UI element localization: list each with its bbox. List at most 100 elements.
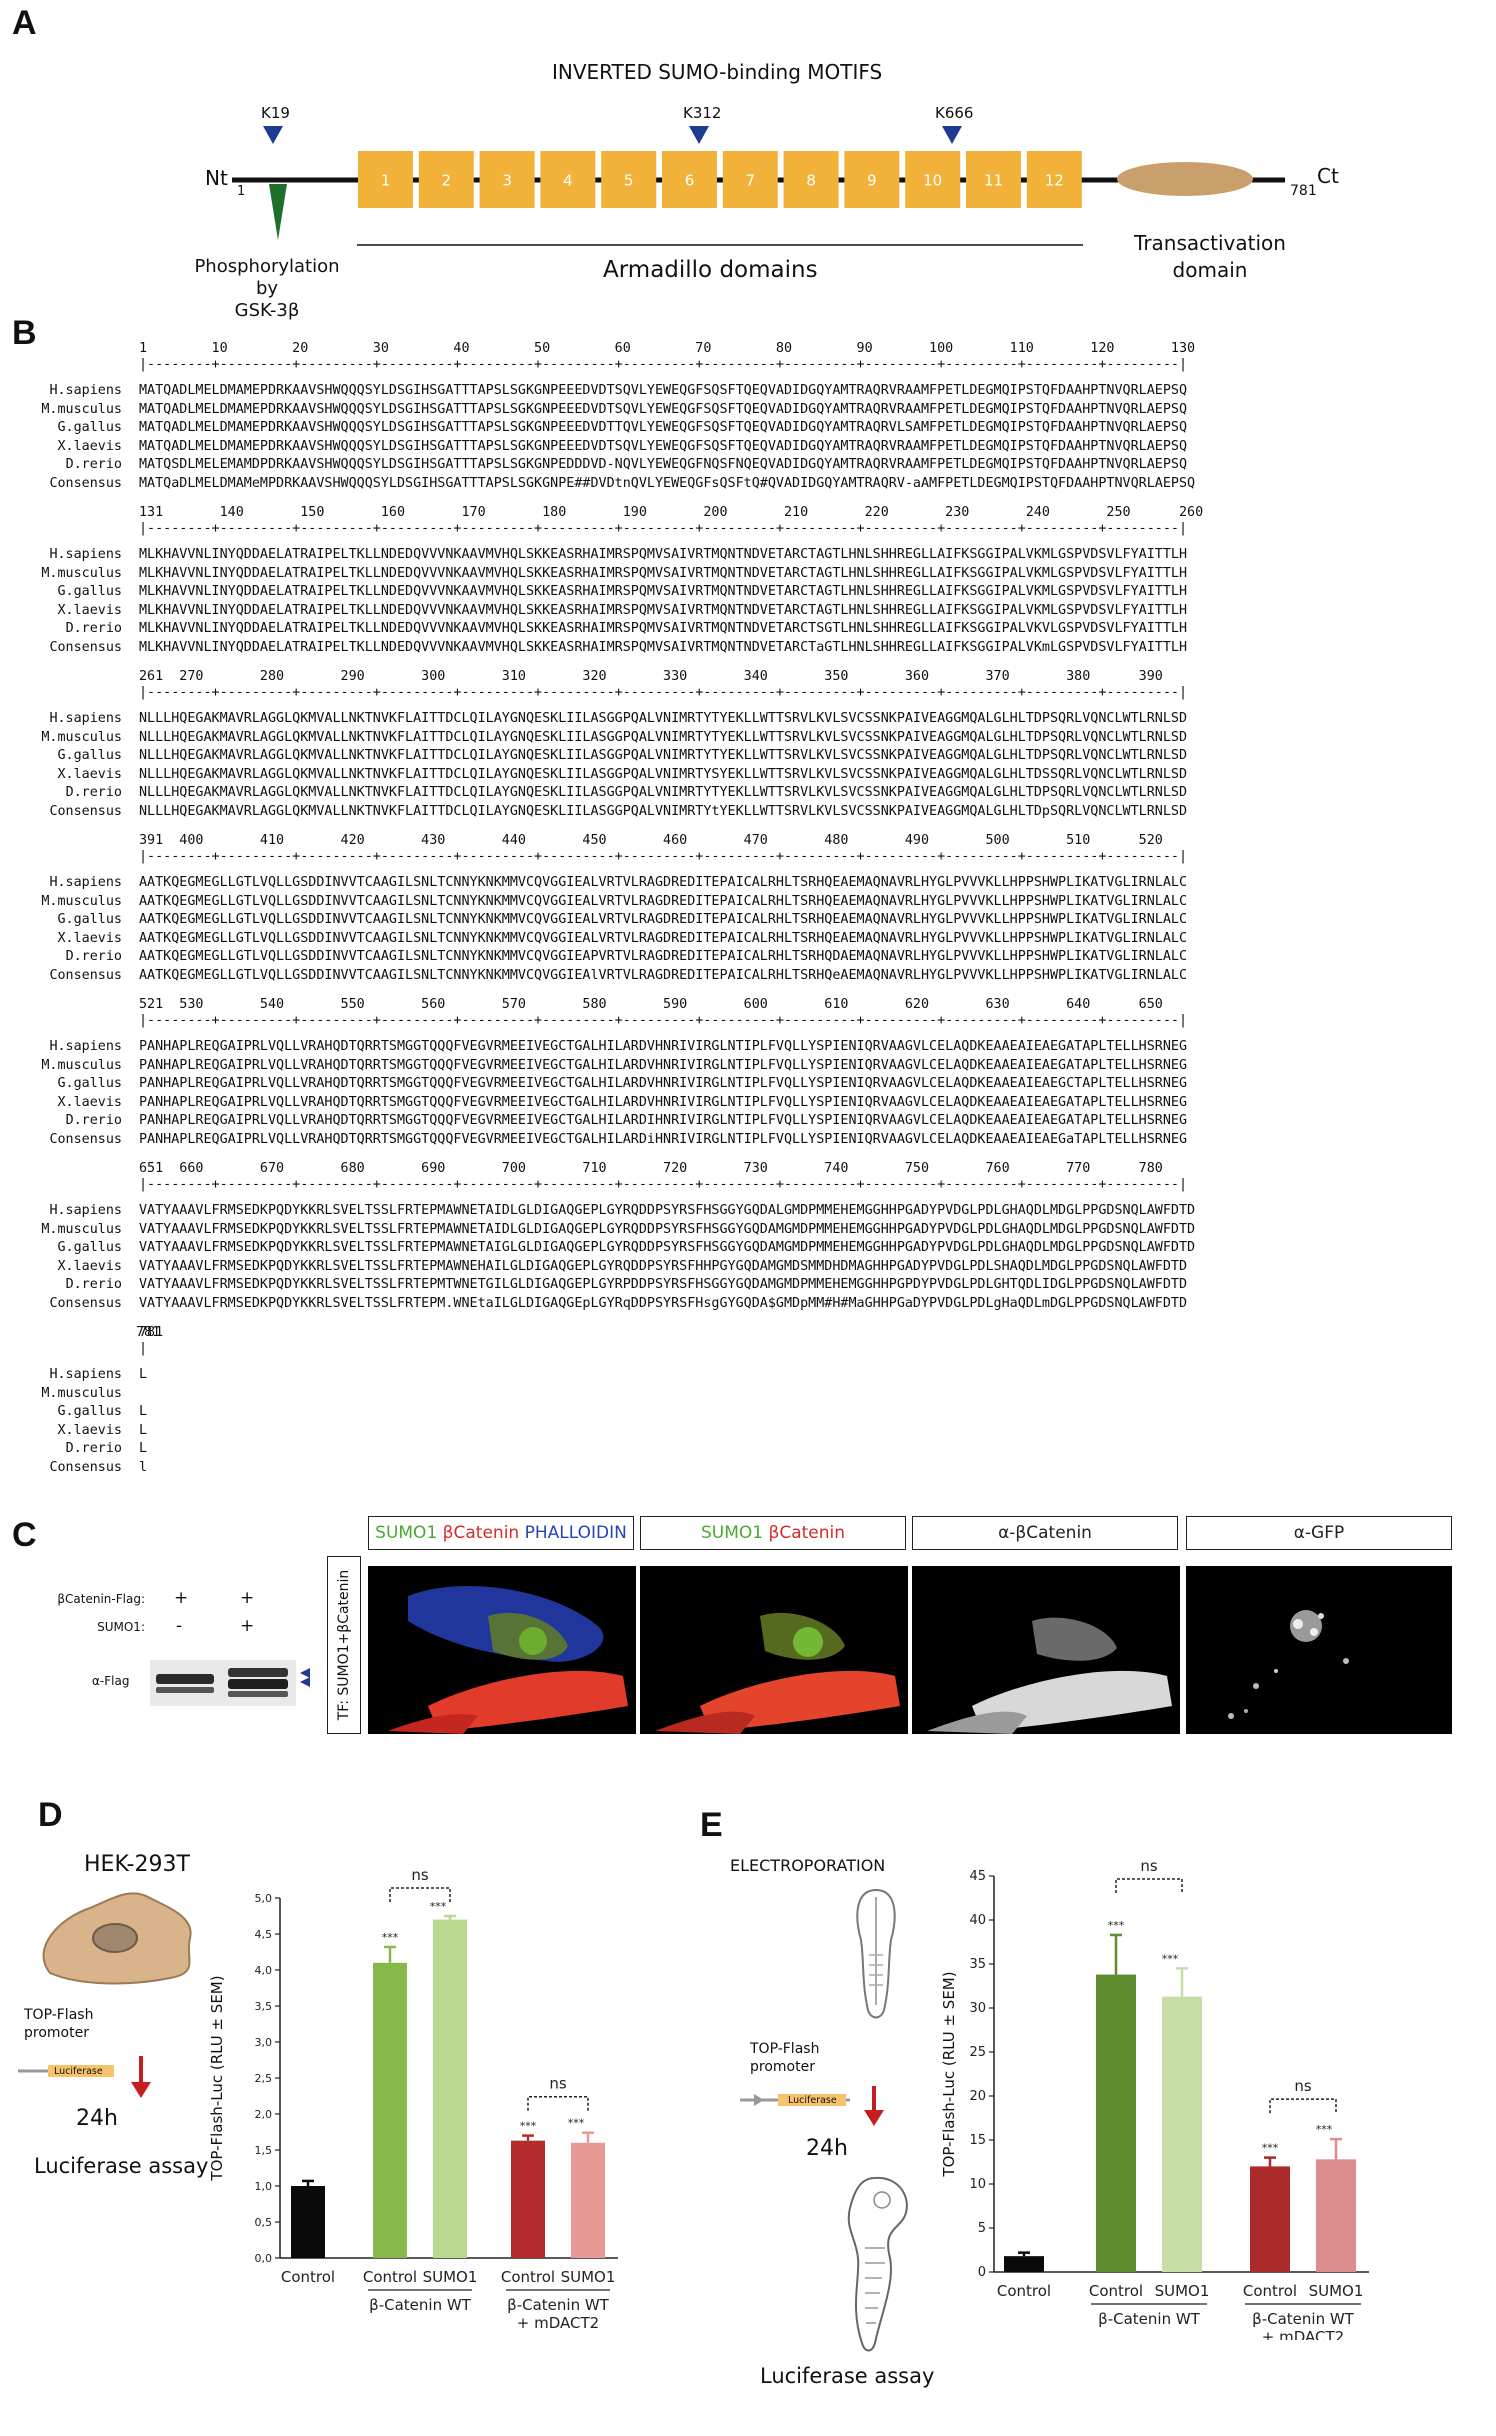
assay-label-e: Luciferase assay [760,2364,935,2388]
transfection-side-box: TF: SUMO1+βCatenin [327,1556,361,1734]
bar-chart-e: 0 5 10 15 20 25 30 35 40 45 TOP-Flash-Luc (RLU ± S… [940,1860,1369,2340]
alignment-ruler: 651 660 670 680 690 700 710 720 730 740 … [139,1161,1163,1176]
bar-1 [1096,1974,1136,2272]
western-blot-image [150,1660,310,1706]
header-text-part: SUMO1 [700,1523,769,1543]
header-text-part: α-βCatenin [998,1523,1092,1543]
blot-row-label-catenin: βCatenin-Flag: [57,1592,145,1606]
bar-3 [1250,2166,1290,2272]
ns-bracket [389,1887,451,1902]
y-tick-label: 3,5 [255,2000,273,2013]
group-label: + mDACT2 [517,2314,599,2330]
group-label: β-Catenin WT [1098,2310,1201,2328]
sequence-row: L [139,1404,148,1419]
alignment-ruler-ticks: |--------+---------+---------+---------+… [139,521,1188,536]
bar-4 [1316,2159,1356,2272]
micrograph-merge-all [368,1566,636,1734]
species-label: D.rerio [65,949,122,964]
species-label: Consensus [49,1131,122,1147]
species-label: D.rerio [65,1277,122,1292]
sequence-row: L [139,1441,148,1456]
sequence-row: NLLLHQEGAKMAVRLAGGLQKMVALLNKTNVKFLAITTDC… [139,803,1188,819]
micrograph-anti-gfp [1186,1566,1452,1734]
y-tick-label: 45 [969,1869,986,1884]
significance-label: *** [1262,2142,1279,2155]
category-label: SUMO1 [423,2268,478,2286]
significance-label: *** [430,1900,447,1913]
species-label: G.gallus [57,584,123,599]
species-label: H.sapiens [49,383,122,398]
species-label: M.musculus [41,893,122,909]
y-tick-label: 5,0 [255,1892,273,1905]
y-tick-label: 1,5 [255,2144,273,2157]
sequence-row: VATYAAAVLFRMSEDKPQDYKKRLSVELTSSLFRTEPMAW… [139,1258,1188,1274]
ns-label: ns [1140,1860,1158,1875]
species-label: X.laevis [57,1422,123,1438]
y-tick-label: 5 [978,2221,986,2236]
armadillo-domain-number: 9 [867,172,877,190]
y-tick-label: 0,0 [255,2252,273,2265]
header-merge-sumo-catenin: SUMO1 βCatenin [640,1516,906,1550]
armadillo-domain-6 [662,151,717,208]
header-text-part: βCatenin [768,1523,846,1543]
species-label: Consensus [49,1459,122,1475]
species-label: M.musculus [41,1385,122,1401]
header-text-part: βCatenin [442,1523,525,1543]
armadillo-domain-8 [783,151,839,208]
sequence-row: VATYAAAVLFRMSEDKPQDYKKRLSVELTSSLFRTEPMTW… [139,1277,1188,1292]
phosphorylation-label: Phosphorylation by GSK-3β [194,256,340,321]
armadillo-domain-number: 1 [381,172,391,190]
species-label: M.musculus [41,1057,122,1073]
y-axis-label: TOP-Flash-Luc (RLU ± SEM) [208,1975,226,2181]
bar-1 [373,1962,407,2258]
alignment-ruler-overlap: 781 [136,1325,161,1340]
alignment-ruler-ticks: |--------+---------+---------+---------+… [139,357,1188,372]
ns-bracket [1115,1878,1183,1893]
y-tick-label: 4,5 [255,1928,273,1941]
y-tick-label: 10 [969,2177,986,2192]
transfection-side-label: TF: SUMO1+βCatenin [336,1569,352,1721]
sequence-row: NLLLHQEGAKMAVRLAGGLQKMVALLNKTNVKFLAITTDC… [139,711,1188,726]
blot-row-label-sumo: SUMO1: [97,1620,145,1634]
y-tick-label: 20 [969,2089,986,2104]
species-label: Consensus [49,475,122,491]
sequence-row: AATKQEGMEGLLGTLVQLLGSDDINVVTCAAGILSNLTCN… [139,893,1188,909]
electroporation-label: ELECTROPORATION [730,1856,886,1875]
time-label-e: 24h [806,2136,848,2161]
sequence-row: AATKQEGMEGLLGTLVQLLGSDDINVVTCAAGILSNLTCN… [139,949,1188,964]
significance-label: *** [520,2120,537,2133]
species-label: X.laevis [57,766,123,782]
category-label: SUMO1 [1309,2282,1364,2300]
species-label: Consensus [49,803,122,819]
lane1-sumo: - [176,1616,183,1636]
sequence-row: MATQaDLMELDMAMeMPDRKAAVSHWQQQSYLDSGIHSGA… [139,475,1196,491]
alignment-ruler: 521 530 540 550 560 570 580 590 600 610 … [139,997,1163,1012]
species-label: H.sapiens [49,547,122,562]
k666-marker [942,126,962,144]
species-label: D.rerio [65,785,122,800]
y-tick-label: 40 [969,1913,986,1928]
armadillo-domain-2 [418,151,474,208]
sequence-row: MLKHAVVNLINYQDDAELATRAIPELTKLLNDEDQVVVNK… [139,602,1188,618]
species-label: X.laevis [57,602,123,618]
micrograph-anti-catenin [912,1566,1180,1734]
sequence-row: MLKHAVVNLINYQDDAELATRAIPELTKLLNDEDQVVVNK… [139,565,1188,581]
category-label: Control [997,2282,1051,2300]
sequence-row: l [139,1459,148,1475]
armadillo-domain-4 [540,151,596,208]
cell-line-label: HEK-293T [84,1852,190,1877]
lane2-sumo: + [240,1616,255,1636]
alignment-ruler: 1 10 20 30 40 50 60 70 80 90 100 110 120… [139,341,1196,356]
bar-4 [571,2142,605,2258]
sequence-row: MLKHAVVNLINYQDDAELATRAIPELTKLLNDEDQVVVNK… [139,584,1188,599]
species-label: G.gallus [57,748,123,763]
reporter-construct-e [740,2086,884,2126]
alignment-ruler-ticks: |--------+---------+---------+---------+… [139,1013,1188,1028]
bar-2 [1162,1996,1202,2272]
sequence-row: VATYAAAVLFRMSEDKPQDYKKRLSVELTSSLFRTEPM.W… [139,1295,1188,1311]
end-residue: 781 [1290,183,1317,199]
y-tick-label: 2,5 [255,2072,273,2085]
sequence-row: MATQADLMELDMAMEPDRKAAVSHWQQQSYLDSGIHSGAT… [139,438,1188,454]
embryo-early-illustration [856,1888,896,2019]
alignment-ruler-ticks: |--------+---------+---------+---------+… [139,849,1188,864]
